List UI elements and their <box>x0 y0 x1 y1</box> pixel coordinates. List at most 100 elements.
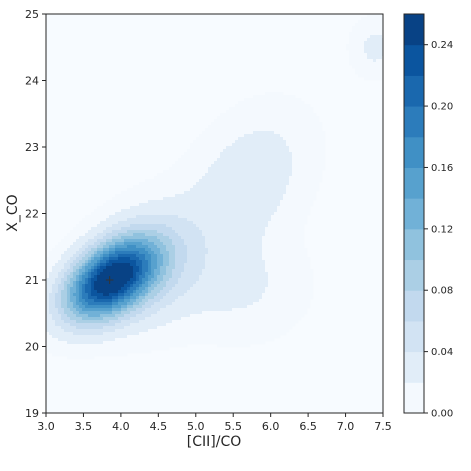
density-cell <box>298 116 302 120</box>
density-cell <box>139 299 143 303</box>
density-cell <box>376 44 380 48</box>
density-cell <box>373 62 377 66</box>
density-cell <box>271 203 275 207</box>
density-cell <box>115 230 119 234</box>
density-cell <box>286 248 290 252</box>
density-cell <box>199 200 203 204</box>
density-cell <box>280 125 284 129</box>
density-cell <box>163 236 167 240</box>
density-cell <box>247 278 251 282</box>
density-cell <box>247 263 251 267</box>
density-cell <box>250 137 254 141</box>
density-cell <box>130 236 134 240</box>
density-cell <box>259 191 263 195</box>
density-cell <box>160 260 164 264</box>
density-cell <box>127 308 131 312</box>
density-cell <box>262 296 266 300</box>
density-cell <box>178 182 182 186</box>
density-cell <box>274 230 278 234</box>
density-cell <box>175 203 179 207</box>
density-cell <box>289 239 293 243</box>
density-cell <box>175 311 179 315</box>
density-cell <box>115 215 119 219</box>
density-cell <box>154 290 158 294</box>
density-cell <box>274 122 278 126</box>
density-cell <box>148 242 152 246</box>
density-cell <box>58 266 62 270</box>
density-cell <box>202 134 206 138</box>
density-cell <box>64 242 68 246</box>
density-cell <box>190 161 194 165</box>
density-cell <box>244 230 248 234</box>
density-cell <box>64 302 68 306</box>
density-cell <box>115 311 119 315</box>
density-cell <box>232 173 236 177</box>
density-cell <box>292 164 296 168</box>
density-cell <box>277 260 281 264</box>
density-cell <box>130 284 134 288</box>
density-cell <box>121 194 125 198</box>
density-cell <box>94 239 98 243</box>
density-cell <box>94 299 98 303</box>
density-cell <box>250 257 254 261</box>
density-cell <box>154 212 158 216</box>
density-cell <box>283 176 287 180</box>
density-cell <box>217 134 221 138</box>
density-cell <box>58 269 62 273</box>
density-cell <box>169 260 173 264</box>
density-cell <box>256 164 260 168</box>
density-cell <box>262 287 266 291</box>
density-cell <box>238 203 242 207</box>
density-cell <box>169 299 173 303</box>
density-cell <box>352 29 356 33</box>
density-cell <box>181 272 185 276</box>
density-cell <box>199 176 203 180</box>
density-cell <box>217 158 221 162</box>
density-cell <box>109 272 113 276</box>
density-cell <box>208 152 212 156</box>
density-cell <box>295 245 299 249</box>
density-cell <box>76 269 80 273</box>
density-cell <box>280 296 284 300</box>
density-cell <box>358 59 362 63</box>
density-cell <box>193 170 197 174</box>
density-cell <box>277 110 281 114</box>
density-cell <box>205 137 209 141</box>
density-cell <box>88 296 92 300</box>
density-cell <box>46 260 50 264</box>
density-cell <box>190 254 194 258</box>
density-cell <box>301 107 305 111</box>
density-cell <box>127 260 131 264</box>
density-cell <box>160 239 164 243</box>
density-cell <box>253 230 257 234</box>
density-cell <box>238 275 242 279</box>
density-cell <box>148 236 152 240</box>
density-cell <box>358 35 362 39</box>
density-cell <box>262 161 266 165</box>
density-cell <box>178 284 182 288</box>
density-cell <box>214 215 218 219</box>
density-cell <box>274 131 278 135</box>
density-cell <box>175 167 179 171</box>
density-cell <box>82 239 86 243</box>
density-cell <box>274 287 278 291</box>
density-cell <box>118 278 122 282</box>
density-cell <box>364 17 368 21</box>
density-cell <box>364 74 368 78</box>
density-cell <box>100 239 104 243</box>
density-cell <box>211 158 215 162</box>
density-cell <box>232 116 236 120</box>
density-cell <box>118 245 122 249</box>
density-cell <box>220 188 224 192</box>
density-cell <box>163 281 167 285</box>
density-cell <box>250 104 254 108</box>
density-cell <box>244 191 248 195</box>
density-cell <box>217 224 221 228</box>
density-cell <box>130 260 134 264</box>
density-cell <box>205 245 209 249</box>
density-cell <box>295 170 299 174</box>
density-cell <box>202 149 206 153</box>
density-cell <box>187 158 191 162</box>
density-cell <box>274 242 278 246</box>
density-cell <box>79 248 83 252</box>
